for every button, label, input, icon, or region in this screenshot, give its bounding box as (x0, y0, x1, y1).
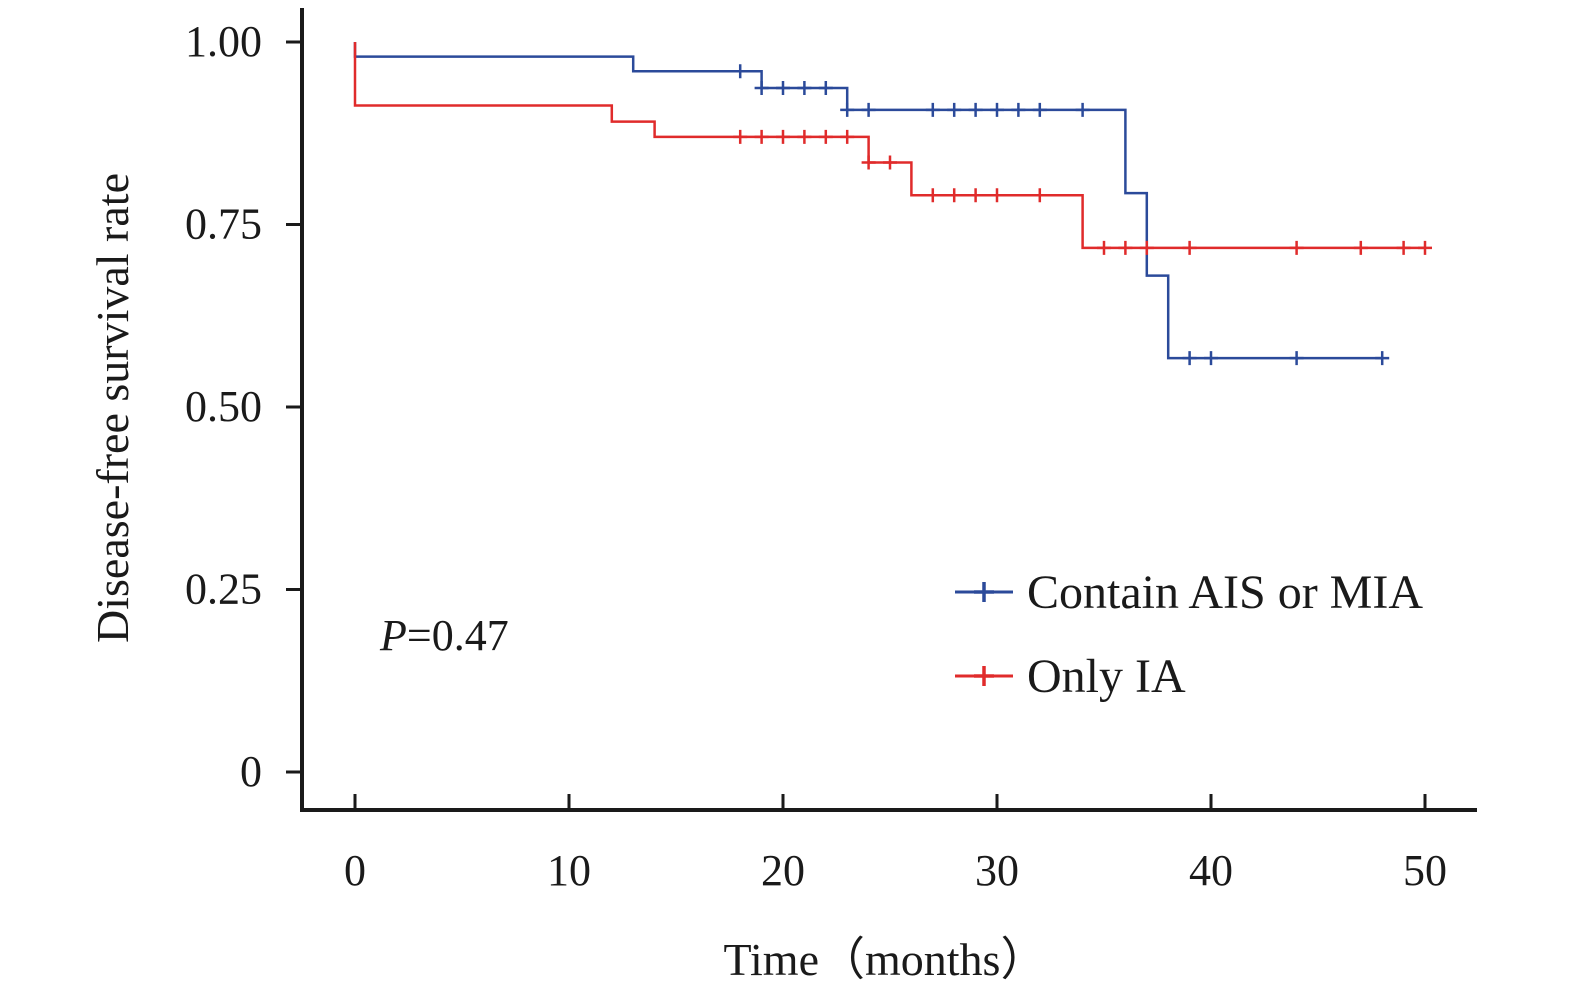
censor-mark (883, 155, 897, 170)
y-tick-label: 0 (240, 747, 262, 796)
censor-mark (1375, 351, 1390, 366)
censor-mark (861, 102, 876, 117)
censor-mark (968, 102, 983, 117)
censor-mark (840, 102, 855, 117)
censor-mark (840, 129, 855, 144)
censor-mark (861, 155, 876, 170)
p-value-symbol: P (379, 611, 407, 660)
legend-item-1: Contain AIS or MIA (955, 566, 1423, 619)
censor-mark (1011, 102, 1026, 117)
axes: 0 0.25 0.50 0.75 1.00 0 10 20 30 40 50 (185, 8, 1477, 895)
x-tick-label: 30 (975, 846, 1019, 895)
legend-swatch-cross (974, 582, 994, 602)
series-2 (353, 42, 1432, 255)
x-tick-label: 20 (761, 846, 805, 895)
censor-mark (925, 102, 940, 117)
survival-curve-line (353, 42, 1425, 250)
legend: Contain AIS or MIA Only IA (955, 566, 1423, 703)
censor-mark (733, 129, 748, 144)
censor-mark (925, 188, 940, 203)
censor-mark (1289, 240, 1304, 255)
censor-mark (1182, 351, 1197, 366)
censor-mark (1289, 351, 1304, 366)
censor-mark (947, 188, 962, 203)
p-value-annotation: P=0.47 (379, 611, 509, 660)
censor-mark (947, 102, 962, 117)
censor-mark (1097, 240, 1111, 255)
legend-item-2: Only IA (955, 650, 1186, 703)
censor-mark (968, 188, 983, 203)
censor-mark (754, 80, 769, 95)
x-tick-label: 10 (547, 846, 591, 895)
censor-mark (754, 129, 769, 144)
legend-label: Only IA (1027, 650, 1186, 703)
censor-mark (1118, 240, 1133, 255)
censor-mark (1204, 351, 1218, 366)
y-axis-title: Disease-free survival rate (87, 173, 138, 643)
censor-mark (1139, 240, 1154, 255)
censor-mark (818, 129, 833, 144)
x-tick-label: 0 (344, 846, 366, 895)
series-1 (353, 42, 1390, 366)
censor-mark (1353, 240, 1368, 255)
censor-mark (776, 129, 790, 144)
x-axis-title: Time（months） (724, 934, 1047, 985)
censor-mark (1032, 102, 1047, 117)
censor-mark (733, 64, 748, 79)
censor-mark (990, 102, 1004, 117)
x-tick-label: 50 (1403, 846, 1447, 895)
p-value-text: =0.47 (407, 611, 509, 660)
x-tick-label: 40 (1189, 846, 1233, 895)
y-tick-label: 0.25 (185, 565, 262, 614)
series-layer (353, 42, 1432, 366)
censor-mark (818, 80, 833, 95)
censor-mark (990, 188, 1004, 203)
censor-mark (1032, 188, 1047, 203)
censor-mark (1418, 240, 1432, 255)
censor-mark (1075, 102, 1090, 117)
legend-swatch-cross (974, 666, 994, 686)
censor-mark (1396, 240, 1411, 255)
y-tick-label: 1.00 (185, 17, 262, 66)
censor-mark (776, 80, 790, 95)
censor-mark (1182, 240, 1197, 255)
censor-mark (797, 80, 812, 95)
censor-mark (797, 129, 812, 144)
y-tick-label: 0.75 (185, 200, 262, 249)
legend-label: Contain AIS or MIA (1027, 566, 1423, 619)
survival-curve-line (353, 42, 1383, 360)
y-tick-label: 0.50 (185, 382, 262, 431)
